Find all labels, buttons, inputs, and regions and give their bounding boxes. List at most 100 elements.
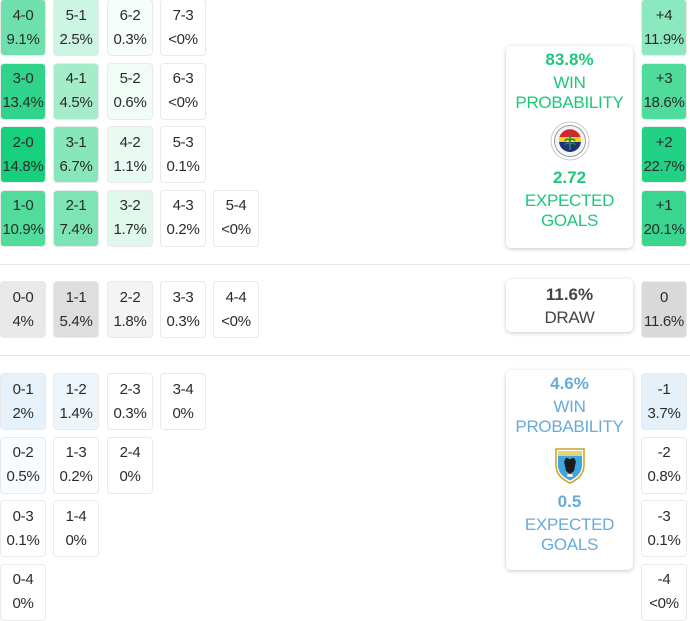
- xg-label-line1: EXPECTED: [524, 515, 615, 534]
- win-label-line2: PROBABILITY: [515, 417, 624, 436]
- scoreline-label: 0-4: [12, 571, 34, 588]
- scoreline-probability: 2.5%: [59, 30, 93, 48]
- home-score-cell[interactable]: 5-4 <0%: [213, 189, 259, 247]
- scoreline-probability: <0%: [168, 30, 198, 48]
- away-win-probability-value: 4.6%: [550, 374, 589, 393]
- home-score-cell[interactable]: 4-1 4.5%: [53, 62, 99, 120]
- scoreline-label: 3-2: [119, 197, 141, 214]
- scoreline-probability: 0.2%: [59, 468, 93, 485]
- draw-probability-value: 11.6%: [545, 284, 594, 304]
- draw-score-cell[interactable]: 3-3 0.3%: [160, 281, 206, 338]
- scoreline-label: 3-1: [65, 133, 87, 151]
- xg-label-line2: GOALS: [540, 211, 599, 230]
- scoreline-probability: 1.1%: [113, 157, 147, 175]
- scoreline-probability: <0%: [649, 595, 679, 612]
- home-score-cell[interactable]: 3-0 13.4%: [0, 62, 46, 120]
- draw-score-cell[interactable]: 0-0 4%: [0, 281, 46, 338]
- home-margin-cell[interactable]: +2 22.7%: [641, 126, 687, 183]
- scoreline-probability: 14.8%: [2, 157, 44, 175]
- away-score-cell[interactable]: 2-4 0%: [107, 436, 153, 494]
- home-score-cell[interactable]: 4-2 1.1%: [107, 126, 153, 183]
- home-expected-goals-value: 2.72: [552, 168, 587, 187]
- away-expected-goals-value: 0.5: [557, 492, 582, 511]
- draw-score-cell[interactable]: 2-2 1.8%: [107, 281, 153, 338]
- home-score-cell[interactable]: 2-0 14.8%: [0, 126, 46, 183]
- win-label-line2: PROBABILITY: [515, 93, 624, 112]
- win-label-line1: WIN: [553, 397, 586, 416]
- scoreline-label: 1-0: [12, 197, 34, 214]
- scoreline-probability: 0.3%: [166, 312, 200, 330]
- scoreline-probability: 4.5%: [59, 94, 93, 111]
- away-score-cell[interactable]: 1-4 0%: [53, 500, 99, 557]
- scoreline-probability: 1.4%: [59, 404, 93, 422]
- scoreline-label: 5-2: [119, 70, 141, 87]
- scoreline-probability: 18.6%: [643, 94, 685, 111]
- scoreline-probability: 11.9%: [644, 30, 684, 48]
- away-score-cell[interactable]: 0-2 0.5%: [0, 436, 46, 494]
- home-score-cell[interactable]: 6-3 <0%: [160, 62, 206, 120]
- home-score-cell[interactable]: 4-0 9.1%: [0, 0, 46, 56]
- home-score-cell[interactable]: 7-3 <0%: [160, 0, 206, 56]
- scoreline-probability: 4%: [12, 312, 34, 330]
- scoreline-probability: 0.3%: [113, 404, 147, 422]
- draw-score-cell[interactable]: 1-1 5.4%: [53, 281, 99, 338]
- away-score-cell[interactable]: 2-3 0.3%: [107, 373, 153, 430]
- home-margin-cell[interactable]: +1 20.1%: [641, 189, 687, 247]
- scoreline-probability: 0%: [65, 531, 87, 549]
- home-score-cell[interactable]: 3-1 6.7%: [53, 126, 99, 183]
- away-score-cell[interactable]: 0-4 0%: [0, 563, 46, 621]
- scoreline-probability: 0.1%: [166, 157, 200, 175]
- scoreline-probability: 0%: [172, 404, 194, 422]
- draw-margin-cell[interactable]: 0 11.6%: [641, 281, 687, 338]
- home-score-cell[interactable]: 5-3 0.1%: [160, 126, 206, 183]
- home-expected-goals-label: EXPECTED GOALS: [524, 191, 615, 231]
- home-score-cell[interactable]: 4-3 0.2%: [160, 189, 206, 247]
- section-divider-bottom: [0, 355, 690, 356]
- away-margin-cell[interactable]: -4 <0%: [641, 563, 687, 621]
- scoreline-label: 0-2: [12, 444, 34, 461]
- draw-score-cell[interactable]: 4-4 <0%: [213, 281, 259, 338]
- scoreline-probability: 13.4%: [2, 94, 44, 111]
- home-score-cell[interactable]: 5-2 0.6%: [107, 62, 153, 120]
- away-margin-cell[interactable]: -2 0.8%: [641, 436, 687, 494]
- home-margin-cell[interactable]: +3 18.6%: [641, 62, 687, 120]
- away-team-shield-crest-icon: [554, 448, 585, 484]
- home-score-cell[interactable]: 3-2 1.7%: [107, 189, 153, 247]
- away-score-cell[interactable]: 0-3 0.1%: [0, 500, 46, 557]
- scoreline-probability: 0.1%: [647, 531, 681, 549]
- scoreline-label: 3-0: [12, 70, 34, 87]
- xg-label-line2: GOALS: [540, 535, 599, 554]
- draw-card: 11.6% DRAW: [506, 279, 633, 332]
- away-score-cell[interactable]: 0-1 2%: [0, 373, 46, 430]
- win-label-line1: WIN: [553, 73, 586, 92]
- home-score-cell[interactable]: 5-1 2.5%: [53, 0, 99, 56]
- scoreline-label: 0-0: [12, 288, 34, 306]
- away-margin-cell[interactable]: -3 0.1%: [641, 500, 687, 557]
- scoreline-label: 2-4: [119, 444, 141, 461]
- scoreline-label: 0-1: [12, 380, 34, 398]
- scoreline-probability: <0%: [221, 312, 251, 330]
- away-margin-cell[interactable]: -1 3.7%: [641, 373, 687, 430]
- fenerbahce-crest-icon: [550, 121, 589, 161]
- scoreline-probability: 0.2%: [166, 221, 200, 238]
- home-margin-cell[interactable]: +4 11.9%: [641, 0, 687, 56]
- scoreline-label: +1: [655, 197, 673, 214]
- home-score-cell[interactable]: 6-2 0.3%: [107, 0, 153, 56]
- away-expected-goals-label: EXPECTED GOALS: [524, 515, 615, 555]
- scoreline-probability: 0.8%: [647, 468, 681, 485]
- away-score-cell[interactable]: 3-4 0%: [160, 373, 206, 430]
- away-score-cell[interactable]: 1-3 0.2%: [53, 436, 99, 494]
- scoreline-probability: 7.4%: [59, 221, 93, 238]
- scoreline-probability: 22.7%: [643, 157, 685, 175]
- scoreline-label: 5-4: [225, 197, 247, 214]
- away-score-cell[interactable]: 1-2 1.4%: [53, 373, 99, 430]
- home-win-probability-label: WIN PROBABILITY: [515, 73, 623, 113]
- scoreline-label: 1-1: [65, 288, 87, 306]
- scoreline-label: +2: [655, 133, 673, 151]
- scoreline-label: 1-2: [65, 380, 87, 398]
- scoreline-label: 1-3: [65, 444, 87, 461]
- scoreline-probability: 2%: [12, 404, 34, 422]
- home-score-cell[interactable]: 2-1 7.4%: [53, 189, 99, 247]
- xg-label-line1: EXPECTED: [524, 191, 615, 210]
- home-score-cell[interactable]: 1-0 10.9%: [0, 189, 46, 247]
